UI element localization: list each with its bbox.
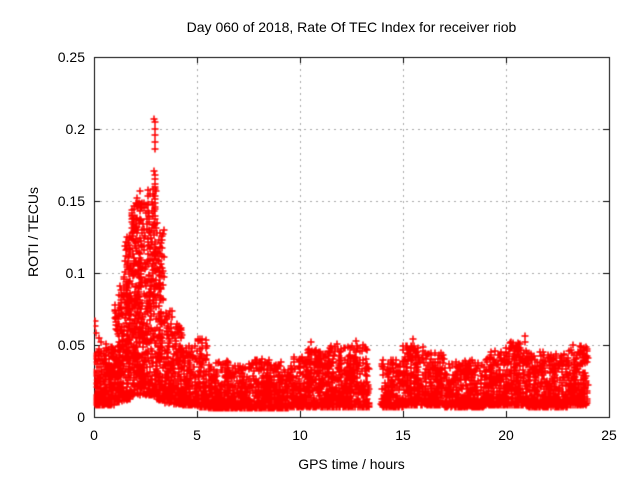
x-tick-label: 25 [601,427,617,443]
y-tick-label: 0 [77,409,85,425]
chart-title: Day 060 of 2018, Rate Of TEC Index for r… [186,19,517,35]
x-axis-label: GPS time / hours [298,456,405,472]
x-tick-label: 0 [90,427,98,443]
x-tick-label: 15 [395,427,411,443]
y-tick-label: 0.05 [57,337,85,353]
y-tick-label: 0.2 [65,121,85,137]
x-tick-label: 5 [193,427,201,443]
x-tick-label: 10 [292,427,308,443]
y-tick-label: 0.25 [57,49,85,65]
y-tick-label: 0.1 [65,265,85,281]
x-tick-label: 20 [498,427,514,443]
y-tick-label: 0.15 [57,193,85,209]
